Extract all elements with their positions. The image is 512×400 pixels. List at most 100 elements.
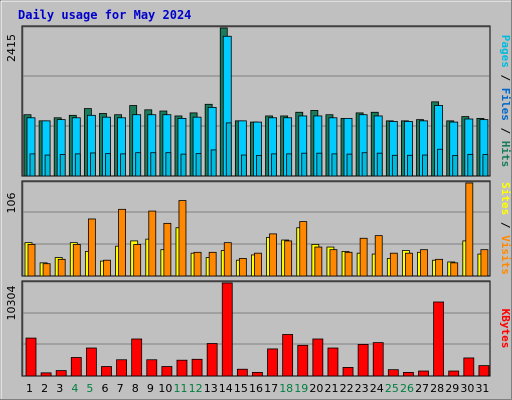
kbytes-bar (297, 344, 309, 377)
pages-bar (407, 154, 413, 177)
visits-bar (435, 258, 444, 277)
kbytes-bar (146, 359, 158, 377)
y-axis-label-part: Sites (499, 182, 512, 215)
pages-bar (467, 153, 474, 177)
x-tick-label: 1 (26, 382, 33, 395)
kbytes-bar (191, 358, 203, 377)
x-tick-label: 3 (56, 382, 63, 395)
pages-bar (180, 153, 187, 177)
visits-bar (133, 244, 142, 277)
visits-bar (314, 246, 323, 277)
pages-bar (482, 154, 489, 177)
x-tick-label: 15 (234, 382, 248, 395)
kbytes-bar (40, 372, 52, 377)
x-tick-label: 21 (324, 382, 338, 395)
kbytes-bar (70, 357, 82, 377)
kbytes-bar (85, 347, 97, 377)
y-axis-label-part: Pages (499, 35, 512, 68)
pages-bar (271, 153, 277, 177)
kbytes-bar (463, 357, 475, 377)
pages-bar (391, 154, 398, 177)
y-axis-label: Sites / Visits (499, 182, 512, 275)
pages-bar (240, 154, 247, 177)
visits-bar (299, 221, 308, 277)
kbytes-bar (55, 370, 67, 377)
pages-bar (89, 152, 96, 177)
visits-bar (163, 222, 172, 277)
x-tick-label: 22 (340, 382, 354, 395)
visits-bar (27, 244, 36, 277)
x-tick-label: 7 (117, 382, 124, 395)
visits-bar (103, 259, 111, 277)
visits-bar (480, 249, 489, 277)
kbytes-bar (206, 343, 218, 377)
kbytes-bar (448, 370, 460, 377)
pages-bar (165, 152, 172, 177)
pages-bar (286, 153, 293, 177)
visits-bar (405, 252, 413, 277)
x-tick-label: 8 (132, 382, 139, 395)
visits-bar (57, 258, 66, 277)
pages-bar (29, 153, 36, 177)
pages-bar (225, 122, 232, 177)
kbytes-bar (387, 369, 399, 377)
pages-bar (301, 152, 308, 177)
y-axis-label-part: / (499, 121, 512, 141)
x-tick-label: 29 (445, 382, 459, 395)
kbytes-bar (176, 359, 188, 377)
visits-bar (254, 252, 262, 277)
kbytes-panel (21, 280, 491, 377)
x-tick-label: 2 (41, 382, 48, 395)
x-tick-label: 12 (189, 382, 203, 395)
x-tick-label: 19 (294, 382, 308, 395)
kbytes-panel-area (21, 280, 491, 377)
y-axis-label-part: / (499, 68, 512, 88)
chart-title: Daily usage for May 2024 (18, 8, 191, 22)
pages-bar (135, 152, 142, 177)
hits-files-pages-panel (21, 25, 491, 177)
pages-bar (150, 152, 157, 177)
kbytes-bar (433, 301, 445, 377)
x-tick-label: 25 (385, 382, 399, 395)
pages-bar (44, 154, 51, 177)
x-tick-label: 10 (158, 382, 172, 395)
visits-bar (450, 262, 459, 277)
pages-bar (59, 154, 66, 177)
pages-bar (331, 153, 338, 177)
x-tick-label: 4 (71, 382, 78, 395)
visits-bar (284, 240, 293, 277)
kbytes-bar (282, 334, 294, 377)
visits-bar (208, 251, 217, 277)
pages-bar (74, 153, 81, 177)
y-max-label: 2415 (5, 34, 18, 62)
y-axis-label-part: KBytes (499, 309, 512, 349)
visits-bar (118, 208, 126, 277)
pages-bar (376, 152, 383, 177)
pages-bar (422, 154, 428, 177)
x-tick-label: 5 (86, 382, 93, 395)
kbytes-bar (357, 344, 369, 377)
x-tick-label: 27 (415, 382, 429, 395)
visits-bar (148, 210, 157, 277)
kbytes-bar (25, 337, 37, 377)
x-tick-label: 16 (249, 382, 263, 395)
y-axis-label-part: Hits (499, 141, 512, 168)
kbytes-bar (342, 367, 354, 377)
visits-bar (178, 200, 187, 277)
pages-bar (361, 152, 368, 177)
kbytes-bar (418, 370, 429, 377)
pages-bar (195, 153, 202, 177)
kbytes-bar (372, 342, 384, 377)
kbytes-bar (161, 366, 173, 377)
visits-bar (359, 237, 368, 277)
kbytes-bar (101, 366, 112, 377)
kbytes-bar (131, 338, 143, 377)
x-tick-label: 26 (400, 382, 414, 395)
x-tick-label: 14 (219, 382, 233, 395)
visits-bar (269, 233, 277, 277)
visits-bar (420, 249, 428, 277)
visits-bar (87, 218, 96, 277)
y-axis-label-part: Visits (499, 235, 512, 275)
x-tick-label: 30 (460, 382, 474, 395)
